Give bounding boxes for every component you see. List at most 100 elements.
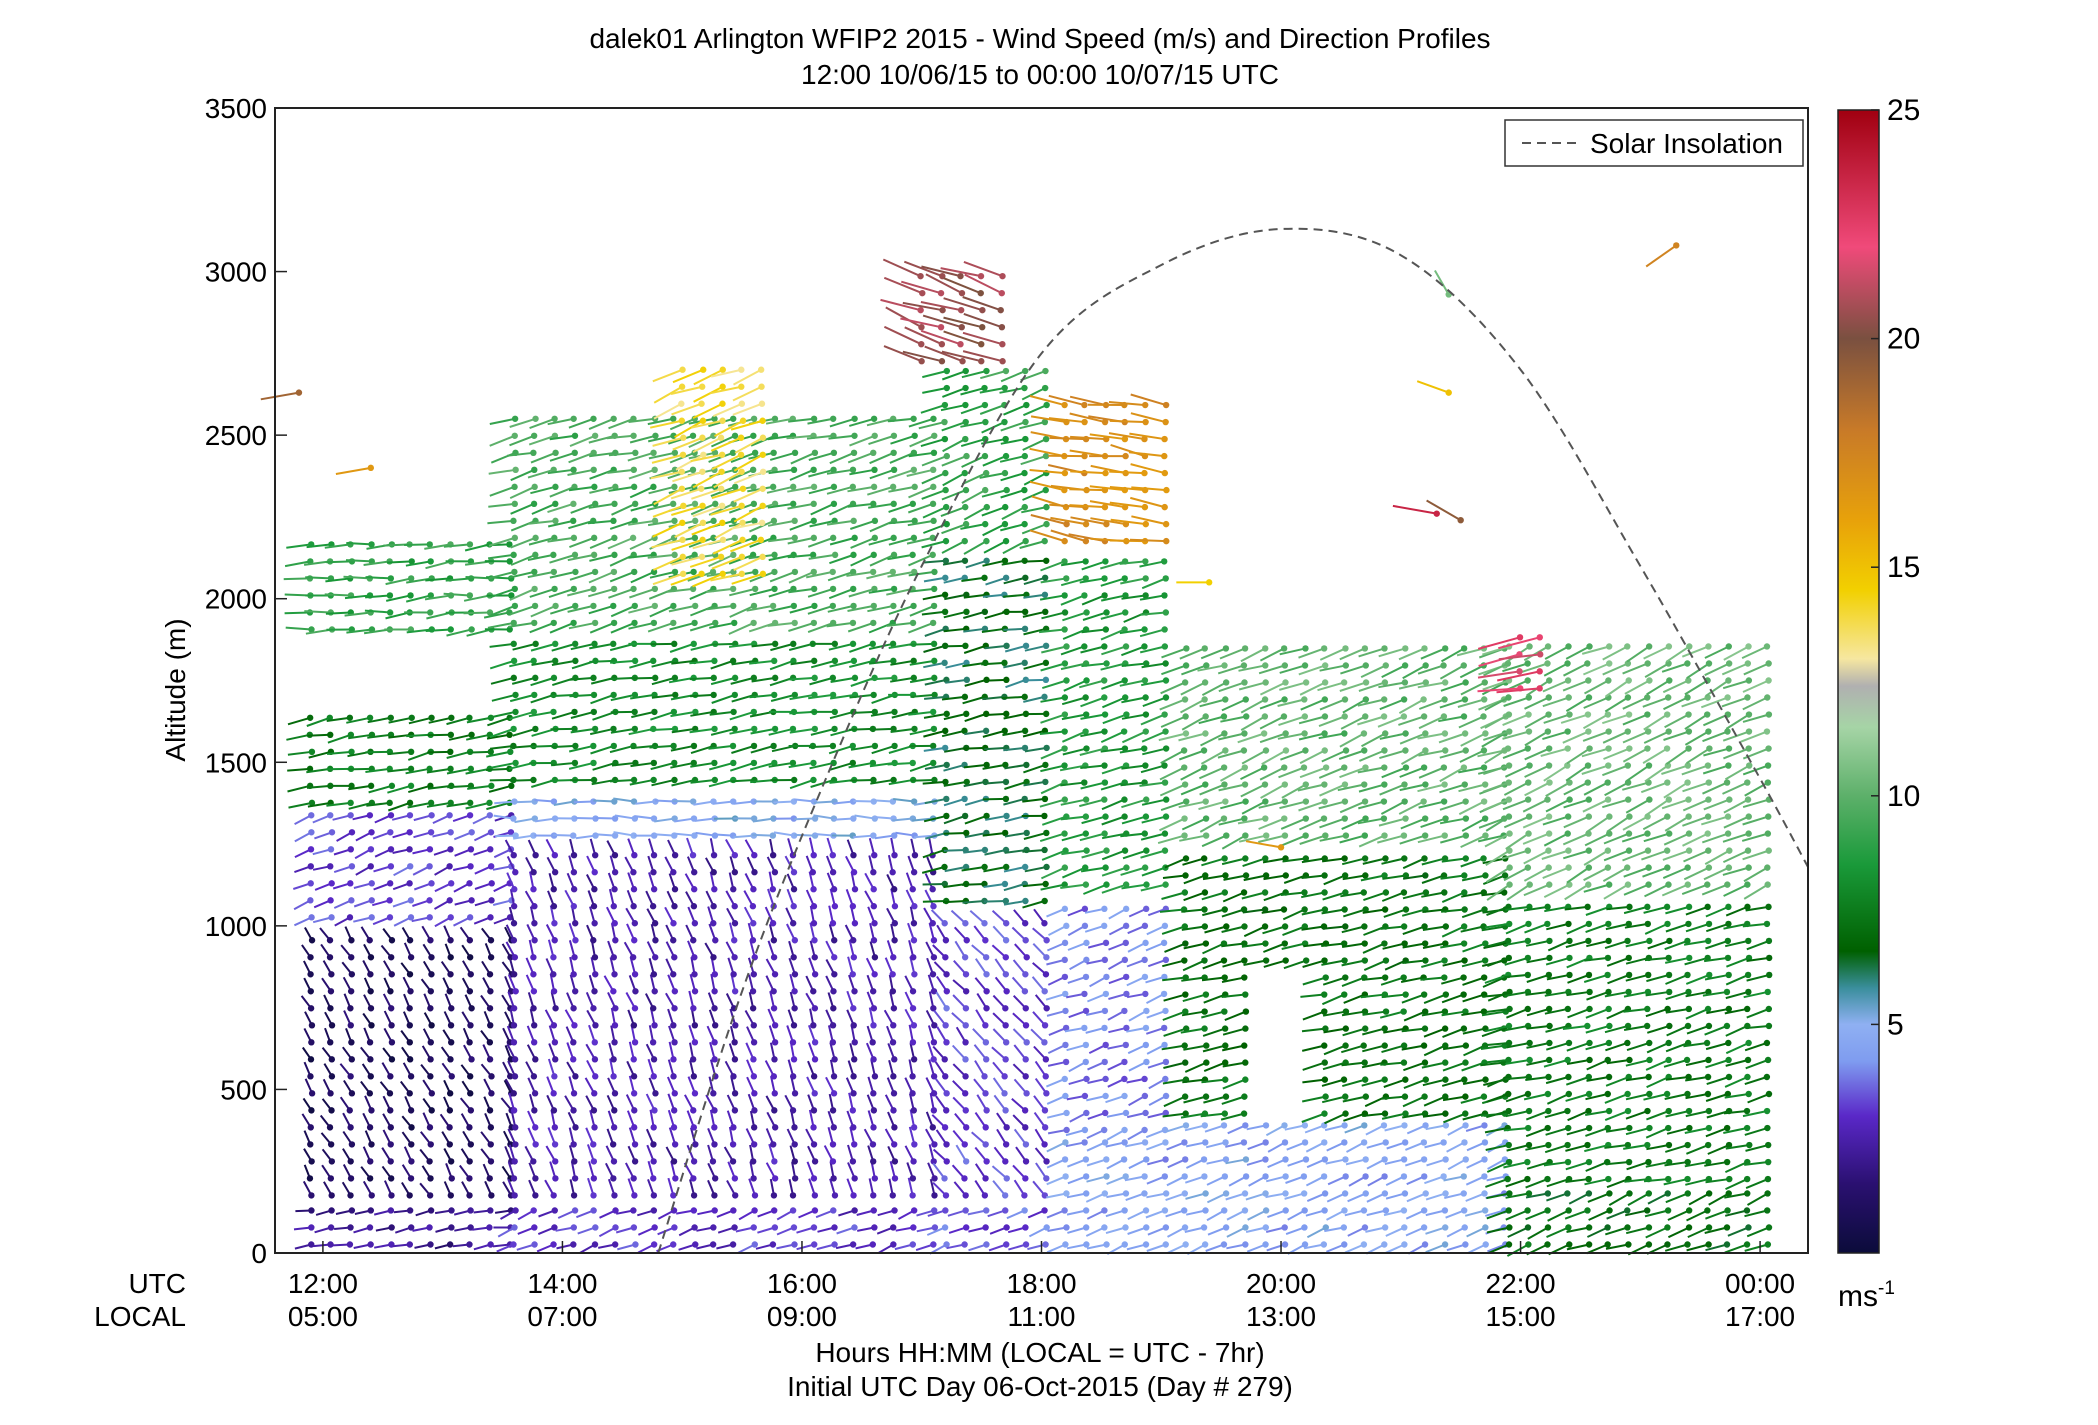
wind-barb — [1023, 780, 1046, 787]
wind-barb-dot — [1003, 486, 1010, 494]
wind-barb — [1001, 506, 1026, 520]
wind-barbs — [260, 242, 1773, 1257]
wind-barb-dot — [1300, 1173, 1308, 1180]
wind-barb — [882, 258, 921, 278]
wind-barb-dot — [729, 1241, 737, 1248]
wind-barb-dot — [981, 384, 988, 392]
wind-barb-dot — [327, 897, 334, 904]
wind-barb — [488, 536, 516, 547]
wind-barb-dot — [689, 1056, 697, 1063]
wind-barb-dot — [943, 710, 950, 718]
wind-barb-dot — [486, 1005, 494, 1012]
wind-barb — [941, 489, 967, 501]
wind-barb — [610, 693, 636, 702]
wind-barb-dot — [963, 937, 970, 944]
wind-barb-dot — [961, 1241, 968, 1248]
wind-barb-dot — [1101, 1207, 1108, 1214]
wind-barb-dot — [712, 937, 719, 944]
wind-barb-dot — [850, 1090, 857, 1097]
wind-barb-dot — [572, 657, 579, 665]
wind-barb-dot — [551, 851, 559, 859]
wind-barb-dot — [771, 759, 778, 767]
wind-barb-dot — [1163, 537, 1170, 545]
wind-barb — [287, 784, 311, 793]
wind-barb-dot — [851, 886, 859, 893]
wind-barb-dot — [610, 640, 617, 648]
wind-barb-dot — [1340, 1076, 1348, 1083]
wind-barb — [425, 628, 451, 632]
wind-barb-dot — [1321, 991, 1328, 998]
wind-barb-dot — [308, 812, 315, 819]
wind-barb-dot — [750, 1022, 757, 1029]
wind-barb-dot — [810, 483, 818, 491]
wind-barb-dot — [1220, 1241, 1228, 1248]
wind-barb-dot — [709, 1241, 717, 1248]
wind-barb-dot — [999, 272, 1006, 280]
wind-barb — [906, 468, 934, 477]
wind-barb — [549, 570, 576, 579]
wind-barb — [999, 387, 1025, 394]
wind-barb — [628, 468, 655, 480]
wind-barb-dot — [831, 1056, 838, 1063]
wind-barb — [1109, 470, 1145, 475]
wind-barb — [752, 833, 773, 837]
wind-barb-dot — [850, 657, 858, 665]
wind-barb-dot — [1042, 1073, 1049, 1080]
wind-barb-dot — [406, 846, 413, 853]
wind-barb-dot — [1342, 1173, 1349, 1180]
wind-barb — [983, 712, 1007, 717]
wind-barb-dot — [447, 626, 454, 633]
wind-barb — [448, 733, 472, 741]
wind-barb-dot — [1022, 574, 1029, 581]
wind-barb-dot — [830, 1207, 837, 1214]
wind-barb-dot — [791, 937, 799, 944]
wind-barb-dot — [552, 449, 559, 457]
wind-barb-dot — [769, 851, 777, 859]
wind-barb-dot — [978, 358, 985, 365]
wind-barb-dot — [348, 1141, 356, 1148]
wind-barb — [1023, 627, 1047, 636]
wind-barb-dot — [671, 886, 679, 893]
wind-barb-dot — [406, 1192, 413, 1199]
wind-barb-dot — [957, 272, 964, 280]
wind-barb — [1086, 1175, 1107, 1183]
wind-barb — [868, 659, 894, 665]
wind-barb-dot — [981, 401, 989, 409]
wind-barb-dot — [911, 971, 918, 978]
wind-barb-dot — [869, 640, 876, 648]
wind-barb-dot — [1161, 592, 1168, 599]
wind-barb — [887, 468, 915, 480]
wind-barb-dot — [466, 1241, 473, 1248]
wind-barb-dot — [671, 568, 679, 576]
wind-barb-dot — [850, 1005, 857, 1012]
wind-barb-dot — [1242, 872, 1250, 879]
wind-barb — [611, 761, 636, 767]
wind-barb-dot — [750, 759, 758, 767]
wind-barb-dot — [851, 1175, 858, 1182]
wind-barb-dot — [427, 829, 435, 836]
wind-barb-dot — [368, 1141, 375, 1148]
wind-barb — [364, 609, 391, 614]
wind-barb-dot — [1121, 1207, 1128, 1214]
wind-barb — [569, 676, 594, 681]
wind-barb-dot — [1321, 1139, 1328, 1146]
wind-barb-dot — [572, 568, 579, 576]
wind-barb-dot — [428, 714, 435, 721]
wind-barb-dot — [962, 384, 969, 392]
wind-barb-dot — [910, 657, 917, 665]
wind-barb-dot — [770, 1073, 778, 1080]
wind-barb — [1046, 1141, 1066, 1153]
wind-barb — [424, 594, 452, 601]
wind-barb-dot — [591, 640, 598, 648]
wind-barb-dot — [871, 432, 878, 439]
wind-barb-dot — [407, 592, 414, 599]
wind-barb-dot — [999, 340, 1006, 348]
wind-barb-dot — [610, 619, 618, 627]
wind-barb — [1023, 472, 1047, 486]
wind-barb-dot — [829, 691, 837, 699]
wind-barb-dot — [326, 1124, 334, 1131]
wind-barb-dot — [446, 1090, 454, 1097]
wind-barb-dot — [1242, 1008, 1250, 1015]
wind-barb — [748, 519, 775, 533]
wind-barb-dot — [1321, 1156, 1329, 1163]
